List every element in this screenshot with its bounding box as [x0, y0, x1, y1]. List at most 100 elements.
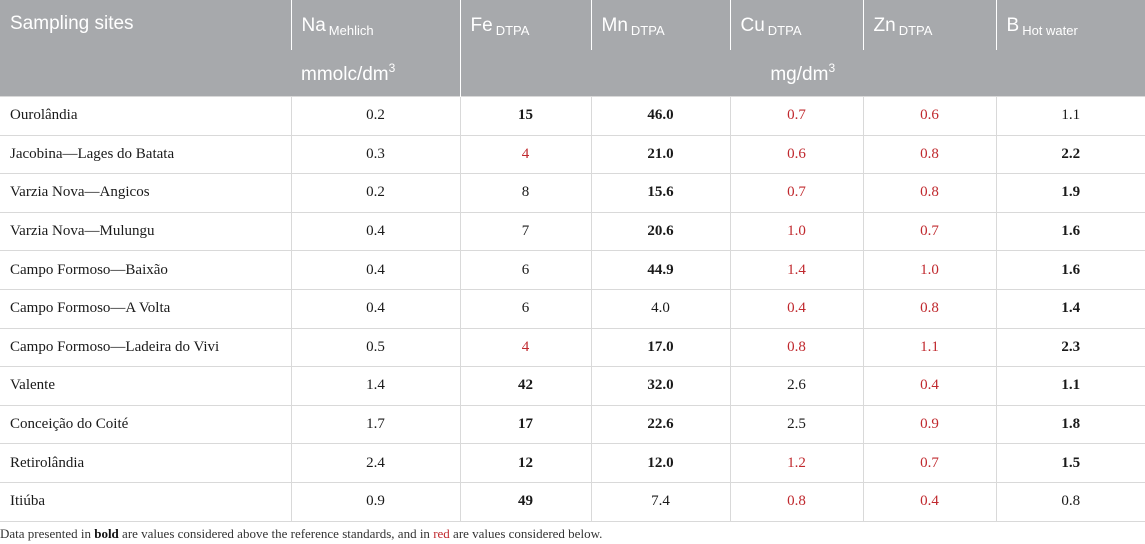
header-label: Mn [601, 14, 628, 36]
header-label: Sampling sites [10, 13, 134, 34]
value-cell: 0.8 [729, 481, 864, 522]
value-cell: 1.4 [729, 250, 864, 290]
unit-micronutrients: mg/dm3 [459, 50, 1145, 97]
header-b: B Hot water [995, 0, 1145, 50]
unit-text: mg/dm [770, 63, 829, 85]
header-fe: Fe DTPA [459, 0, 591, 50]
value-cell: 0.7 [729, 96, 864, 136]
value-cell: 0.4 [729, 288, 864, 329]
value-cell: 1.6 [995, 211, 1145, 252]
table-header: Sampling sites Na Mehlich Fe DTPA Mn DTPA C… [0, 0, 1145, 97]
value-cell: 17 [459, 404, 592, 445]
footnote-text: are values considered above the referenc… [118, 526, 434, 541]
soil-nutrients-table: Sampling sites Na Mehlich Fe DTPA Mn DTPA C… [0, 0, 1145, 522]
value-cell: 2.2 [995, 134, 1145, 175]
table-row: Campo Formoso—Baixão 0.4 6 44.9 1.4 1.0 1.6 [0, 250, 1145, 290]
site-name-cell: Varzia Nova—Angicos [0, 173, 292, 213]
value-cell: 2.6 [729, 366, 864, 406]
value-cell: 44.9 [590, 250, 731, 290]
value-cell: 4 [459, 134, 592, 175]
header-row-elements: Sampling sites Na Mehlich Fe DTPA Mn DTPA C… [0, 0, 1145, 97]
header-zn: Zn DTPA [862, 0, 996, 50]
value-cell: 0.5 [290, 327, 461, 368]
table-row: Campo Formoso—Ladeira do Vivi 0.5 4 17.0 0.8… [0, 327, 1145, 368]
value-cell: 0.9 [290, 481, 461, 522]
table-row: Retirolândia 2.4 12 12.0 1.2 0.7 1.5 [0, 443, 1145, 483]
table-row: Varzia Nova—Angicos 0.2 8 15.6 0.7 0.8 1.9 [0, 173, 1145, 213]
header-subscript: DTPA [898, 22, 933, 38]
value-cell: 32.0 [590, 366, 731, 406]
value-cell: 1.5 [995, 443, 1145, 483]
footnote-bold-word: bold [94, 526, 119, 541]
value-cell: 0.7 [862, 211, 997, 252]
site-name-cell: Itiúba [0, 481, 292, 522]
header-cu: Cu DTPA [729, 0, 863, 50]
table-body: Ourolândia 0.2 15 46.0 0.7 0.6 1.1 Jacobina—Lag… [0, 96, 1145, 522]
value-cell: 21.0 [590, 134, 731, 175]
value-cell: 0.9 [862, 404, 997, 445]
header-label: Fe [470, 14, 493, 36]
table-row: Itiúba 0.9 49 7.4 0.8 0.4 0.8 [0, 481, 1145, 522]
value-cell: 0.7 [729, 173, 864, 213]
footnote-red-word: red [433, 526, 450, 541]
value-cell: 1.8 [995, 404, 1145, 445]
value-cell: 4.0 [590, 288, 731, 329]
header-label: Na [301, 14, 326, 36]
value-cell: 0.6 [729, 134, 864, 175]
value-cell: 2.5 [729, 404, 864, 445]
site-name-cell: Campo Formoso—Baixão [0, 250, 292, 290]
value-cell: 0.2 [290, 96, 461, 136]
site-name-cell: Valente [0, 366, 292, 406]
header-na: Na Mehlich [290, 0, 460, 50]
header-label: Zn [873, 14, 896, 36]
site-name-cell: Campo Formoso—A Volta [0, 288, 292, 329]
table-row: Varzia Nova—Mulungu 0.4 7 20.6 1.0 0.7 1.6 [0, 211, 1145, 252]
footnote: Data presented in bold are values consid… [0, 526, 602, 542]
value-cell: 1.1 [862, 327, 997, 368]
table-row: Valente 1.4 42 32.0 2.6 0.4 1.1 [0, 366, 1145, 406]
unit-superscript: 3 [828, 60, 836, 75]
value-cell: 0.2 [290, 173, 461, 213]
value-cell: 1.1 [995, 96, 1145, 136]
value-cell: 1.0 [729, 211, 864, 252]
value-cell: 0.8 [729, 327, 864, 368]
value-cell: 8 [459, 173, 592, 213]
value-cell: 46.0 [590, 96, 731, 136]
table-row: Jacobina—Lages do Batata 0.3 4 21.0 0.6 0.8 2.… [0, 134, 1145, 175]
value-cell: 1.4 [995, 288, 1145, 329]
site-name-cell: Jacobina—Lages do Batata [0, 134, 292, 175]
site-name-cell: Retirolândia [0, 443, 292, 483]
value-cell: 12 [459, 443, 592, 483]
value-cell: 0.8 [995, 481, 1145, 522]
value-cell: 1.7 [290, 404, 461, 445]
value-cell: 0.4 [290, 211, 461, 252]
value-cell: 42 [459, 366, 592, 406]
header-label: B [1006, 14, 1020, 36]
footnote-text: are values considered below. [449, 526, 603, 541]
value-cell: 0.4 [290, 288, 461, 329]
value-cell: 2.4 [290, 443, 461, 483]
value-cell: 0.4 [862, 366, 997, 406]
value-cell: 15.6 [590, 173, 731, 213]
unit-superscript: 3 [388, 60, 396, 75]
unit-text: mmolc/dm [301, 63, 389, 85]
value-cell: 0.8 [862, 134, 997, 175]
header-subscript: Hot water [1022, 22, 1078, 38]
value-cell: 22.6 [590, 404, 731, 445]
value-cell: 6 [459, 250, 592, 290]
value-cell: 7 [459, 211, 592, 252]
table-row: Ourolândia 0.2 15 46.0 0.7 0.6 1.1 [0, 96, 1145, 136]
site-name-cell: Conceição do Coité [0, 404, 292, 445]
value-cell: 0.7 [862, 443, 997, 483]
site-name-cell: Campo Formoso—Ladeira do Vivi [0, 327, 292, 368]
value-cell: 0.8 [862, 288, 997, 329]
value-cell: 1.0 [862, 250, 997, 290]
value-cell: 1.2 [729, 443, 864, 483]
value-cell: 0.3 [290, 134, 461, 175]
value-cell: 1.4 [290, 366, 461, 406]
header-subscript: Mehlich [328, 22, 374, 38]
value-cell: 0.8 [862, 173, 997, 213]
site-name-cell: Ourolândia [0, 96, 292, 136]
header-mn: Mn DTPA [590, 0, 730, 50]
header-subscript: DTPA [767, 22, 802, 38]
